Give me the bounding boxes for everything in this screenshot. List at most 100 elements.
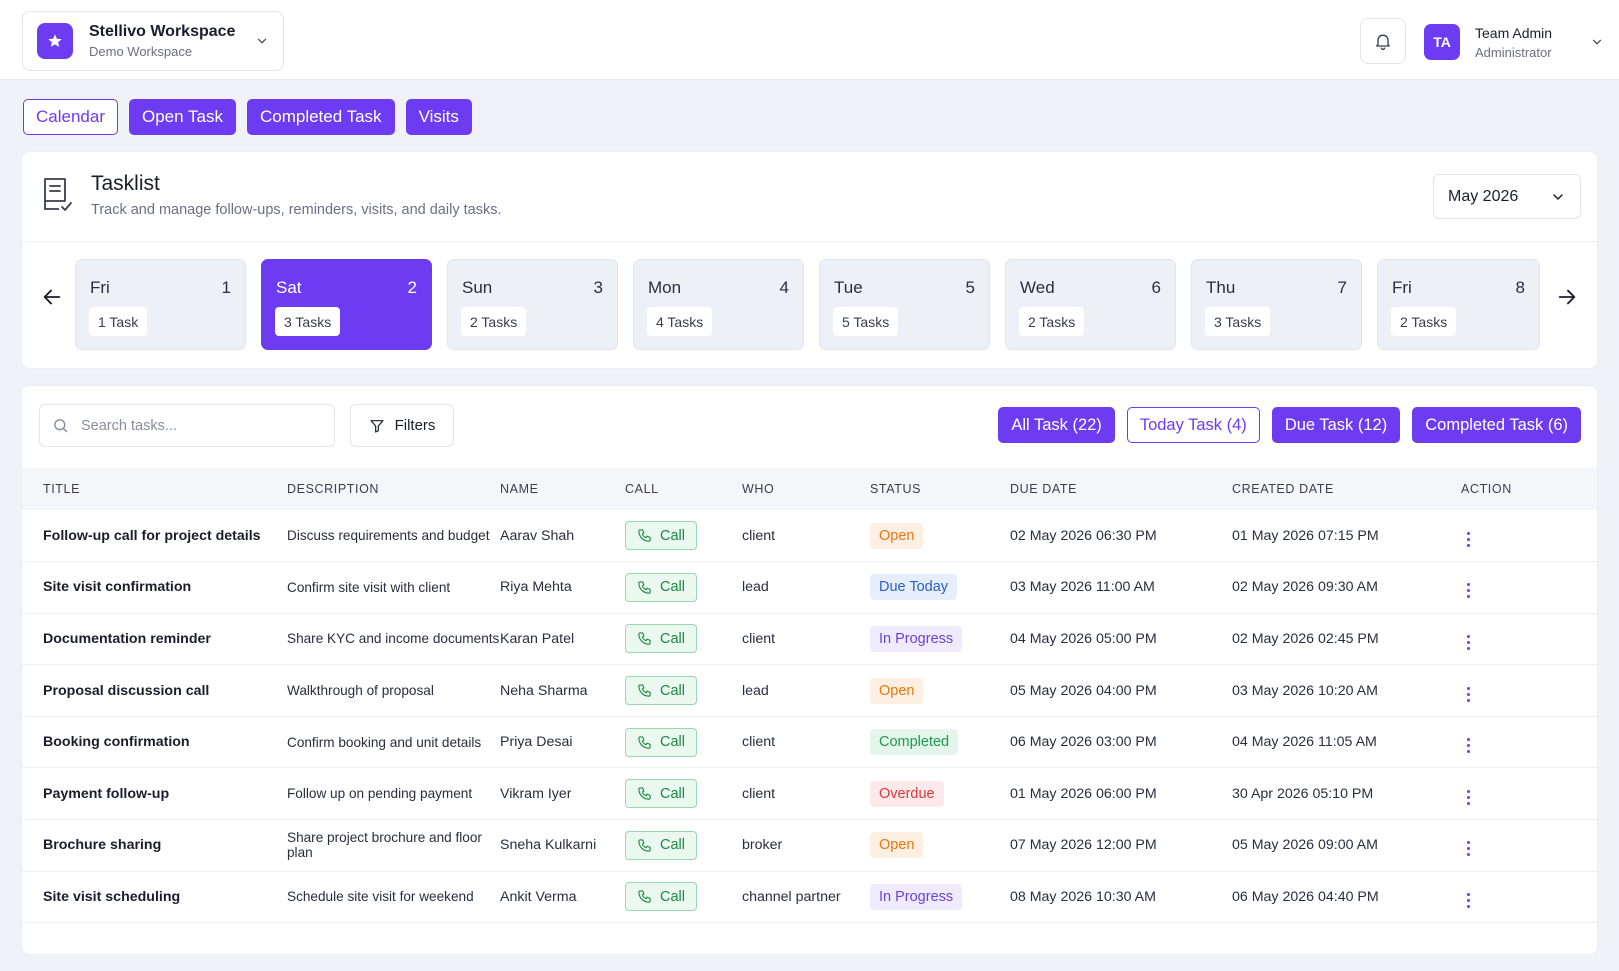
filters-button[interactable]: Filters bbox=[350, 404, 454, 447]
day-card[interactable]: Fri 1 1 Task bbox=[75, 259, 246, 350]
date-strip: Fri 1 1 Task Sat 2 3 Tasks Sun 3 2 Tasks… bbox=[75, 259, 1540, 350]
table-row[interactable]: Site visit scheduling Schedule site visi… bbox=[22, 871, 1597, 923]
task-created-date: 06 May 2026 04:40 PM bbox=[1232, 888, 1379, 905]
task-contact-name: Sneha Kulkarni bbox=[500, 837, 597, 854]
day-card-selected[interactable]: Sat 2 3 Tasks bbox=[261, 259, 432, 350]
search-input[interactable] bbox=[81, 417, 321, 434]
task-title: Booking confirmation bbox=[43, 734, 190, 751]
table-row[interactable]: Follow-up call for project details Discu… bbox=[22, 510, 1597, 562]
call-label: Call bbox=[660, 630, 685, 647]
status-badge: Overdue bbox=[870, 780, 944, 807]
task-table-card: Filters All Task (22) Today Task (4) Due… bbox=[21, 385, 1598, 955]
workspace-subtitle: Demo Workspace bbox=[89, 44, 193, 59]
task-title: Brochure sharing bbox=[43, 837, 162, 854]
task-due-date: 03 May 2026 11:00 AM bbox=[1010, 579, 1155, 596]
day-name: Mon bbox=[648, 278, 682, 297]
call-button[interactable]: Call bbox=[625, 624, 697, 654]
task-created-date: 04 May 2026 11:05 AM bbox=[1232, 734, 1377, 751]
user-role: Administrator bbox=[1475, 44, 1552, 60]
tab-all-task[interactable]: All Task (22) bbox=[998, 407, 1115, 443]
kebab-icon[interactable] bbox=[1461, 685, 1476, 704]
table-row[interactable]: Brochure sharing Share project brochure … bbox=[22, 820, 1597, 872]
column-header-name[interactable]: NAME bbox=[500, 482, 539, 496]
phone-icon bbox=[638, 735, 651, 749]
tab-open-task[interactable]: Open Task bbox=[129, 99, 236, 135]
task-title: Site visit scheduling bbox=[43, 888, 181, 905]
tab-today-task[interactable]: Today Task (4) bbox=[1126, 407, 1260, 443]
table-header-row: TITLE DESCRIPTION NAME CALL WHO STATUS D… bbox=[22, 468, 1597, 510]
column-header-call[interactable]: CALL bbox=[625, 482, 659, 496]
call-button[interactable]: Call bbox=[625, 727, 697, 757]
day-name: Fri bbox=[90, 278, 110, 297]
kebab-icon[interactable] bbox=[1461, 581, 1476, 600]
task-due-date: 07 May 2026 12:00 PM bbox=[1010, 837, 1157, 854]
user-menu[interactable]: TA Team Admin Administrator bbox=[1424, 20, 1604, 64]
task-contact-name: Karan Patel bbox=[500, 630, 575, 647]
day-card[interactable]: Mon 4 4 Tasks bbox=[633, 259, 804, 350]
call-cell: Call bbox=[625, 716, 742, 768]
day-number: 5 bbox=[965, 278, 975, 297]
task-description: Follow up on pending payment bbox=[287, 786, 473, 802]
call-cell: Call bbox=[625, 613, 742, 665]
tab-due-task[interactable]: Due Task (12) bbox=[1271, 407, 1401, 443]
month-select[interactable]: May 2026 bbox=[1433, 174, 1581, 219]
task-description: Share KYC and income documents bbox=[287, 631, 500, 647]
next-dates-button[interactable] bbox=[1554, 284, 1580, 310]
day-number: 2 bbox=[407, 278, 417, 297]
filter-icon bbox=[369, 419, 384, 433]
call-button[interactable]: Call bbox=[625, 882, 697, 912]
tab-visits[interactable]: Visits bbox=[405, 99, 472, 135]
call-button[interactable]: Call bbox=[625, 521, 697, 551]
table-row[interactable]: Documentation reminder Share KYC and inc… bbox=[22, 613, 1597, 665]
top-bar: Stellivo Workspace Demo Workspace TA Tea… bbox=[0, 0, 1619, 80]
phone-icon bbox=[638, 684, 651, 697]
task-who: broker bbox=[742, 837, 783, 854]
call-cell: Call bbox=[625, 562, 742, 614]
day-card[interactable]: Wed 6 2 Tasks bbox=[1005, 259, 1176, 350]
column-header-created-date[interactable]: CREATED DATE bbox=[1232, 482, 1334, 496]
task-who: client bbox=[742, 630, 776, 647]
day-task-count: 3 Tasks bbox=[275, 307, 341, 336]
divider bbox=[22, 241, 1597, 242]
kebab-icon[interactable] bbox=[1461, 839, 1476, 858]
day-card[interactable]: Fri 8 2 Tasks bbox=[1377, 259, 1540, 350]
call-cell: Call bbox=[625, 665, 742, 717]
call-cell: Call bbox=[625, 820, 742, 872]
kebab-icon[interactable] bbox=[1461, 788, 1476, 807]
kebab-icon[interactable] bbox=[1461, 736, 1476, 755]
column-header-description[interactable]: DESCRIPTION bbox=[287, 482, 380, 496]
call-button[interactable]: Call bbox=[625, 830, 697, 860]
table-row[interactable]: Booking confirmation Confirm booking and… bbox=[22, 716, 1597, 768]
kebab-icon[interactable] bbox=[1461, 530, 1476, 549]
kebab-icon[interactable] bbox=[1461, 891, 1476, 910]
table-row[interactable]: Payment follow-up Follow up on pending p… bbox=[22, 768, 1597, 820]
table-row[interactable]: Proposal discussion call Walkthrough of … bbox=[22, 665, 1597, 717]
phone-icon bbox=[638, 839, 651, 852]
status-cell: Open bbox=[870, 820, 1010, 872]
task-description: Discuss requirements and budget bbox=[287, 528, 490, 544]
call-button[interactable]: Call bbox=[625, 572, 697, 602]
phone-icon bbox=[638, 529, 651, 542]
notifications-button[interactable] bbox=[1360, 18, 1406, 64]
bell-icon bbox=[1376, 34, 1390, 50]
day-number: 7 bbox=[1337, 278, 1347, 297]
day-card[interactable]: Tue 5 5 Tasks bbox=[819, 259, 990, 350]
tab-calendar[interactable]: Calendar bbox=[23, 99, 118, 135]
column-header-status[interactable]: STATUS bbox=[870, 482, 922, 496]
table-row[interactable]: Site visit confirmation Confirm site vis… bbox=[22, 562, 1597, 614]
day-card[interactable]: Thu 7 3 Tasks bbox=[1191, 259, 1362, 350]
column-header-due-date[interactable]: DUE DATE bbox=[1010, 482, 1078, 496]
prev-dates-button[interactable] bbox=[39, 284, 65, 310]
tab-completed-task[interactable]: Completed Task bbox=[246, 99, 395, 135]
kebab-icon[interactable] bbox=[1461, 633, 1476, 652]
day-number: 8 bbox=[1515, 278, 1525, 297]
call-label: Call bbox=[660, 888, 685, 905]
call-button[interactable]: Call bbox=[625, 779, 697, 809]
call-button[interactable]: Call bbox=[625, 676, 697, 706]
column-header-action[interactable]: ACTION bbox=[1461, 482, 1512, 496]
workspace-switcher[interactable]: Stellivo Workspace Demo Workspace bbox=[22, 11, 284, 71]
column-header-who[interactable]: WHO bbox=[742, 482, 775, 496]
day-card[interactable]: Sun 3 2 Tasks bbox=[447, 259, 618, 350]
column-header-title[interactable]: TITLE bbox=[43, 482, 81, 496]
tab-completed-task[interactable]: Completed Task (6) bbox=[1412, 407, 1581, 443]
